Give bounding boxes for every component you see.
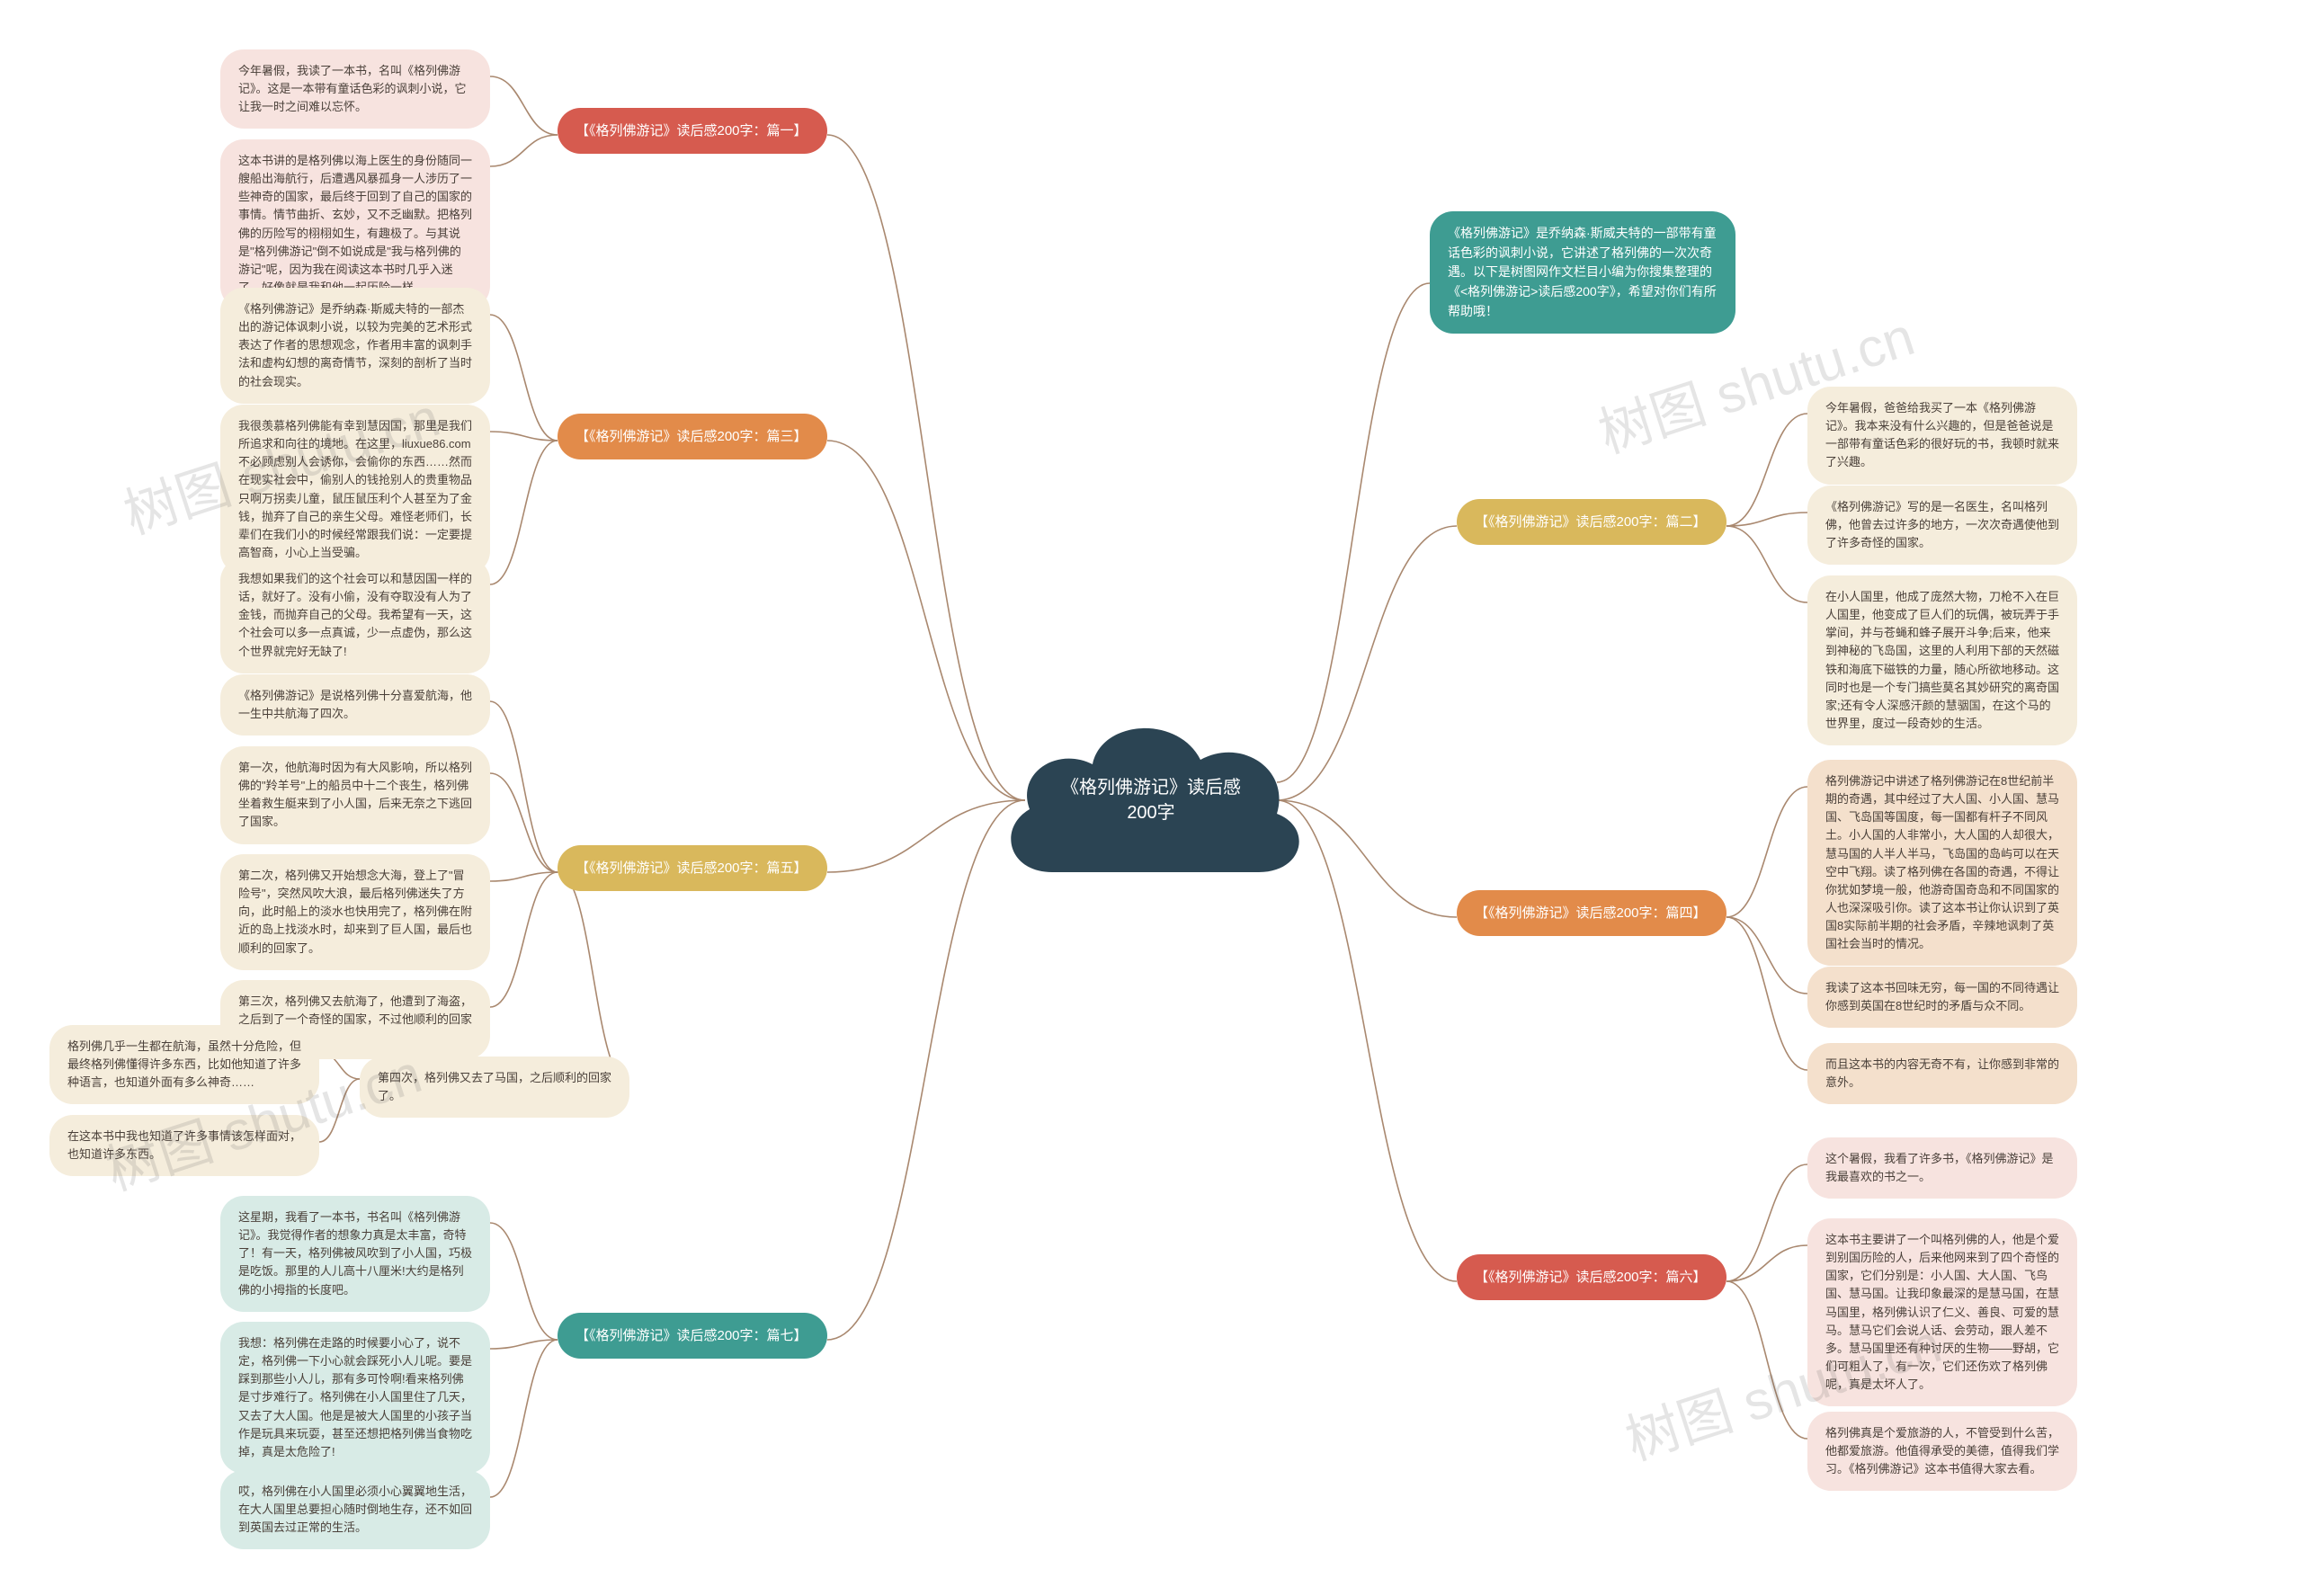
leaf-node: 格列佛几乎一生都在航海，虽然十分危险，但最终格列佛懂得许多东西，比如他知道了许多…: [49, 1025, 319, 1104]
chapter-node: 【《格列佛游记》读后感200字：篇一】: [558, 108, 827, 154]
leaf-node: 而且这本书的内容无奇不有，让你感到非常的意外。: [1807, 1043, 2077, 1104]
leaf-node: 这本书讲的是格列佛以海上医生的身份随同一艘船出海航行，后遭遇风暴孤身一人涉历了一…: [220, 139, 490, 309]
center-node: 《格列佛游记》读后感200字: [989, 692, 1313, 908]
intro-node: 《格列佛游记》是乔纳森·斯威夫特的一部带有童话色彩的讽刺小说，它讲述了格列佛的一…: [1430, 211, 1735, 334]
leaf-node: 格列佛真是个爱旅游的人，不管受到什么苦，他都爱旅游。他值得承受的美德，值得我们学…: [1807, 1412, 2077, 1491]
leaf-node: 《格列佛游记》写的是一名医生，名叫格列佛，他曾去过许多的地方，一次次奇遇使他到了…: [1807, 486, 2077, 565]
leaf-node: 格列佛游记中讲述了格列佛游记在8世纪前半期的奇遇，其中经过了大人国、小人国、慧马…: [1807, 760, 2077, 966]
leaf-node: 第一次，他航海时因为有大风影响，所以格列佛的"羚羊号"上的船员中十二个丧生，格列…: [220, 746, 490, 844]
leaf-node: 这本书主要讲了一个叫格列佛的人，他是个爱到别国历险的人，后来他网来到了四个奇怪的…: [1807, 1218, 2077, 1406]
chapter-node: 【《格列佛游记》读后感200字：篇二】: [1457, 499, 1726, 545]
leaf-node: 我想：格列佛在走路的时候要小心了，说不定，格列佛一下小心就会踩死小人儿呢。要是踩…: [220, 1322, 490, 1474]
leaf-node: 我想如果我们的这个社会可以和慧因国一样的话，就好了。没有小偷，没有夺取没有人为了…: [220, 557, 490, 673]
leaf-node: 在小人国里，他成了庞然大物，刀枪不入在巨人国里，他变成了巨人们的玩偶，被玩弄于手…: [1807, 575, 2077, 745]
leaf-node: 第四次，格列佛又去了马国，之后顺利的回家了。: [360, 1057, 629, 1118]
leaf-node: 今年暑假，我读了一本书，名叫《格列佛游记》。这是一本带有童话色彩的讽刺小说，它让…: [220, 49, 490, 129]
leaf-node: 我很羡慕格列佛能有幸到慧因国，那里是我们所追求和向往的境地。在这里，liuxue…: [220, 405, 490, 575]
chapter-node: 【《格列佛游记》读后感200字：篇六】: [1457, 1254, 1726, 1300]
leaf-node: 在这本书中我也知道了许多事情该怎样面对，也知道许多东西。: [49, 1115, 319, 1176]
leaf-node: 我读了这本书回味无穷，每一国的不同待遇让你感到英国在8世纪时的矛盾与众不同。: [1807, 967, 2077, 1028]
chapter-node: 【《格列佛游记》读后感200字：篇七】: [558, 1313, 827, 1359]
leaf-node: 这个暑假，我看了许多书，《格列佛游记》是我最喜欢的书之一。: [1807, 1137, 2077, 1199]
leaf-node: 《格列佛游记》是乔纳森·斯威夫特的一部杰出的游记体讽刺小说，以较为完美的艺术形式…: [220, 288, 490, 404]
leaf-node: 《格列佛游记》是说格列佛十分喜爱航海，他一生中共航海了四次。: [220, 674, 490, 736]
chapter-node: 【《格列佛游记》读后感200字：篇四】: [1457, 890, 1726, 936]
chapter-node: 【《格列佛游记》读后感200字：篇五】: [558, 845, 827, 891]
leaf-node: 哎，格列佛在小人国里必须小心翼翼地生活，在大人国里总要担心随时倒地生存，还不如回…: [220, 1470, 490, 1549]
chapter-node: 【《格列佛游记》读后感200字：篇三】: [558, 414, 827, 459]
leaf-node: 这星期，我看了一本书，书名叫《格列佛游记》。我觉得作者的想象力真是太丰富，奇特了…: [220, 1196, 490, 1312]
center-title: 《格列佛游记》读后感200字: [1061, 775, 1241, 825]
leaf-node: 第二次，格列佛又开始想念大海，登上了"冒险号"，突然风吹大浪，最后格列佛迷失了方…: [220, 854, 490, 970]
leaf-node: 今年暑假，爸爸给我买了一本《格列佛游记》。我本来没有什么兴趣的，但是爸爸说是一部…: [1807, 387, 2077, 485]
